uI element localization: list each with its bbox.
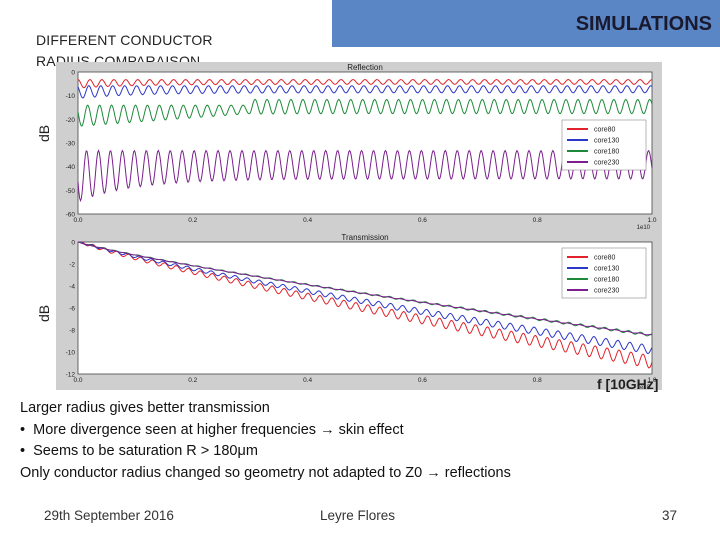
x-tick-label: 1.0 [647,217,656,224]
series-line-core230 [77,149,653,203]
series-line-core180 [77,98,653,127]
plot-title-1: Transmission [341,233,388,242]
x-tick-label: 0.0 [73,217,82,224]
y-tick-label: -30 [66,141,76,148]
series-line-core130 [78,241,653,355]
legend-label-core180: core180 [594,149,619,156]
frequency-axis-label: f [10GHz] [597,376,659,392]
x-tick-label: 0.2 [188,377,197,384]
x-tick-label: 0.2 [188,217,197,224]
y-tick-label: -40 [66,164,76,171]
legend-label-core230: core230 [594,160,619,167]
x-tick-label: 0.0 [73,377,82,384]
x-tick-label: 0.4 [303,377,312,384]
subtitle-line-1: DIFFERENT CONDUCTOR [36,32,213,48]
footer-date: 29th September 2016 [44,508,174,523]
x-tick-label: 0.6 [418,377,427,384]
ylabel-top: dB [36,124,52,142]
y-tick-label: -10 [66,93,76,100]
plot-panel: Reflection 0.0 0.2 0.4 0.6 0.8 1.0 0 -10 -20 -30 -4… [56,62,662,391]
bullet-text-2: Seems to be saturation R > 180μm [33,443,258,459]
y-tick-label: -10 [66,350,76,357]
x-tick-label: 0.4 [303,217,312,224]
y-tick-label: -4 [69,284,75,291]
legend-label-core230: core230 [594,288,619,295]
bullet-text-1: More divergence seen at higher frequenci… [33,421,404,438]
x-tick-label: 0.8 [533,377,542,384]
x-tick-label: 1.0 [647,377,656,384]
series-line-core230 [77,241,653,336]
series-line-core80 [77,79,653,89]
plot-axes-0 [77,71,653,215]
series-line-core130 [77,85,653,99]
legend-label-core130: core130 [594,138,619,145]
x-multiplier-label: 1e10 [637,225,651,231]
legend-label-core80: core80 [594,127,616,134]
body-text: Larger radius gives better transmission … [20,398,511,484]
body-bullet-1: • More divergence seen at higher frequen… [20,420,511,442]
bullet-icon: • [20,421,34,438]
y-tick-label: 0 [71,70,75,77]
title-banner [332,0,720,47]
y-tick-label: -8 [69,328,75,335]
slide-title: SIMULATIONS [575,13,712,35]
footer-author: Leyre Flores [320,508,396,523]
legend-label-core180: core180 [594,277,619,284]
body-line-1: Larger radius gives better transmission [20,400,270,416]
footer-page-number: 37 [662,508,678,523]
x-tick-label: 0.8 [533,217,542,224]
ylabel-bottom: dB [36,304,52,322]
series-line-core80 [78,241,653,369]
y-tick-label: -20 [66,117,76,124]
y-tick-label: -50 [66,188,76,195]
y-tick-label: -12 [66,372,76,379]
y-tick-label: 0 [71,240,75,247]
x-multiplier-label: 1e10 [637,385,651,390]
legend-label-core130: core130 [594,266,619,273]
x-tick-label: 0.6 [418,217,427,224]
plot-title-0: Reflection [347,63,383,72]
body-bullet-2: • Seems to be saturation R > 180μm [20,441,511,463]
y-tick-label: -2 [69,262,75,269]
y-tick-label: -6 [69,306,75,313]
legend-label-core80: core80 [594,255,616,262]
body-line-4: Only conductor radius changed so geometr… [20,464,511,481]
y-tick-label: -60 [66,212,76,219]
bullet-icon: • [20,443,34,459]
